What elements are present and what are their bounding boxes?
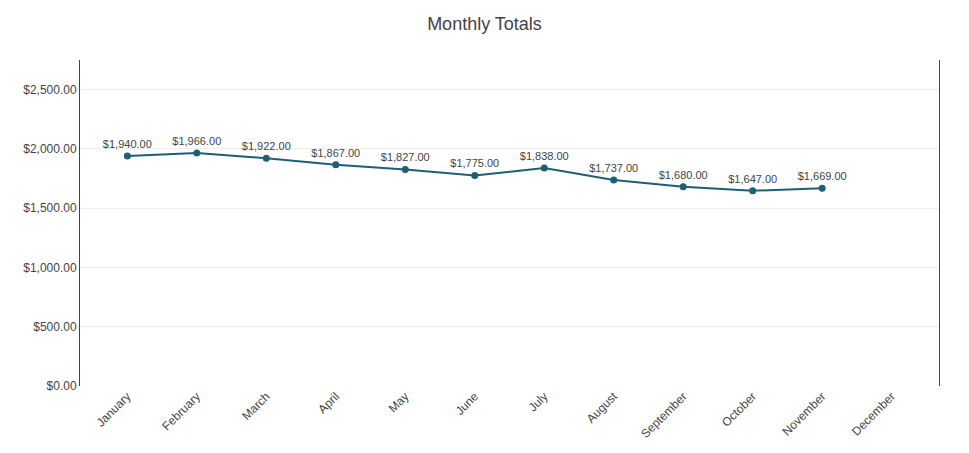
svg-text:$1,922.00: $1,922.00 <box>242 140 291 152</box>
svg-text:$1,737.00: $1,737.00 <box>589 162 638 174</box>
svg-text:March: March <box>239 389 272 422</box>
svg-text:$0.00: $0.00 <box>47 379 77 393</box>
svg-text:February: February <box>159 389 203 433</box>
svg-text:$1,500.00: $1,500.00 <box>23 201 77 215</box>
svg-text:$1,827.00: $1,827.00 <box>381 151 430 163</box>
svg-text:$1,669.00: $1,669.00 <box>798 170 847 182</box>
svg-text:April: April <box>315 389 342 416</box>
svg-text:$500.00: $500.00 <box>33 320 77 334</box>
svg-text:May: May <box>386 389 412 415</box>
svg-text:December: December <box>849 389 898 438</box>
svg-text:$1,867.00: $1,867.00 <box>311 147 360 159</box>
svg-text:$2,000.00: $2,000.00 <box>23 142 77 156</box>
svg-text:September: September <box>638 389 689 440</box>
svg-text:$1,838.00: $1,838.00 <box>520 150 569 162</box>
svg-text:$1,966.00: $1,966.00 <box>172 135 221 147</box>
svg-text:July: July <box>526 389 551 414</box>
svg-text:$1,647.00: $1,647.00 <box>728 173 777 185</box>
svg-text:August: August <box>584 389 621 426</box>
svg-text:Monthly Totals: Monthly Totals <box>427 14 542 34</box>
svg-text:$2,500.00: $2,500.00 <box>23 83 77 97</box>
svg-text:November: November <box>780 389 829 438</box>
svg-text:$1,775.00: $1,775.00 <box>450 157 499 169</box>
svg-text:$1,000.00: $1,000.00 <box>23 261 77 275</box>
svg-text:January: January <box>94 389 134 429</box>
svg-text:June: June <box>453 389 482 418</box>
svg-text:October: October <box>719 389 759 429</box>
svg-text:$1,680.00: $1,680.00 <box>659 169 708 181</box>
svg-text:$1,940.00: $1,940.00 <box>103 138 152 150</box>
